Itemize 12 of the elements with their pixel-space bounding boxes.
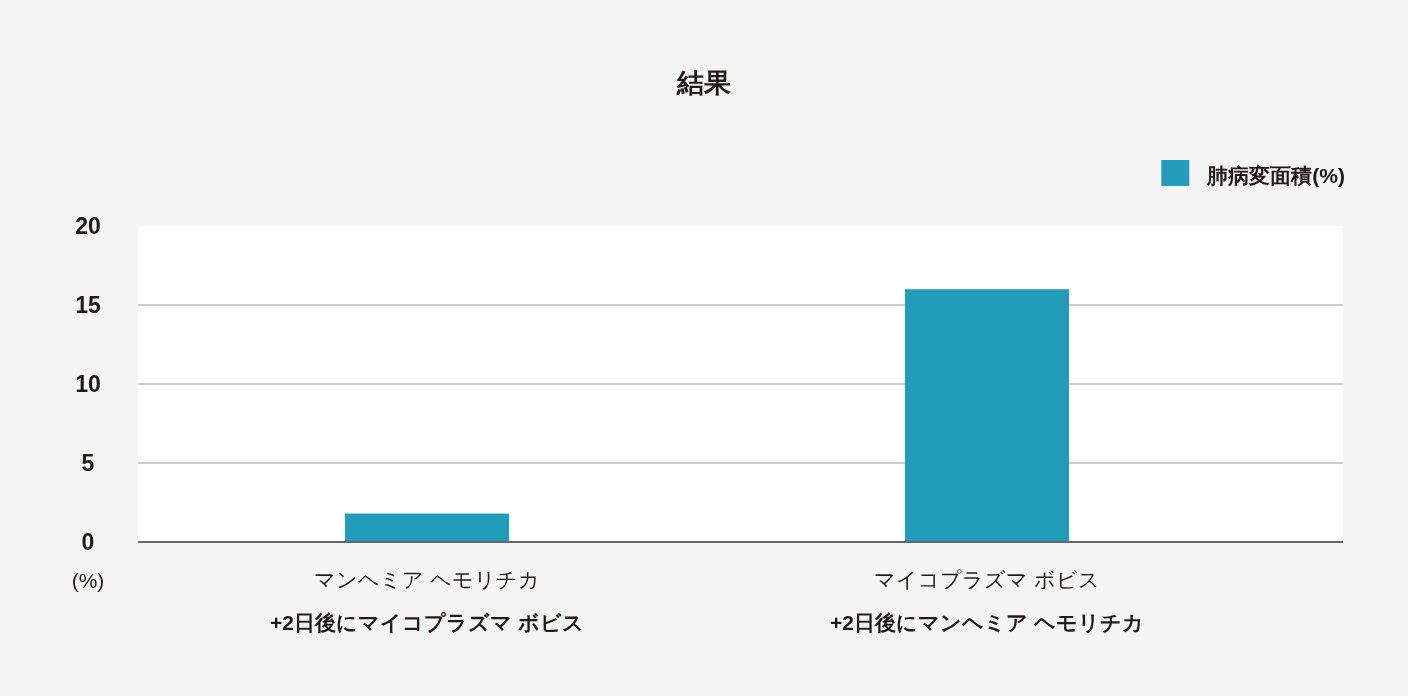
xtick: マイコプラズマ ボビス [874,568,1100,591]
xtick: +2日後にマンヘミア ヘモリチカ [830,611,1144,634]
ytick: 10 [75,371,101,397]
ytick: 15 [75,292,101,318]
xtick: マンヘミア ヘモリチカ [314,568,540,591]
title: 結果 [677,68,731,98]
ytick: 0 [81,529,95,555]
xtick: +2日後にマイコプラズマ ボビス [270,611,584,634]
legend-label: 肺病変面積(%) [1207,164,1345,187]
ytick: 5 [81,450,95,476]
ytick: 20 [75,213,101,239]
ylabel: (%) [71,569,105,592]
